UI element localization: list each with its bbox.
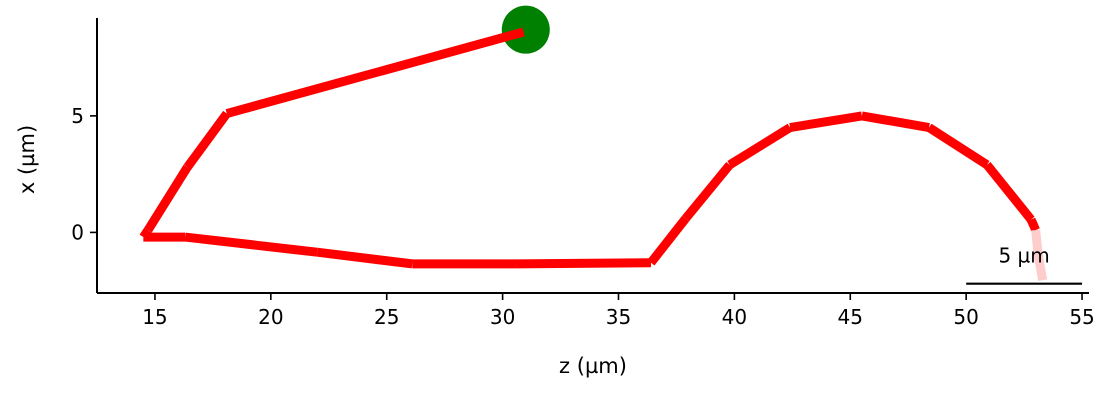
scale-bar-label: 5 µm	[998, 244, 1049, 268]
trajectory-segment	[647, 215, 690, 266]
trajectory-segment	[144, 164, 192, 233]
trajectory-segment	[861, 111, 930, 132]
x-tick-label: 50	[953, 305, 978, 329]
y-ticks: 05	[71, 104, 97, 244]
trajectory-segment	[1033, 252, 1048, 281]
trajectory-segment	[1026, 217, 1040, 232]
x-tick-label: 55	[1069, 305, 1094, 329]
start-marker	[501, 5, 550, 54]
trajectory-segment	[789, 111, 863, 132]
trajectory-segment	[727, 123, 793, 169]
x-axis-label: z (µm)	[559, 354, 627, 378]
x-tick-label: 25	[374, 305, 399, 329]
x-ticks: 15 20 25 30 35 40 45 50 55	[142, 293, 1095, 329]
x-tick-label: 15	[142, 305, 167, 329]
trajectory-segment	[926, 123, 990, 169]
marks-layer	[139, 5, 1048, 281]
y-tick-label: 0	[71, 220, 84, 244]
trajectory-segment	[983, 162, 1035, 223]
trajectory-segment	[316, 247, 413, 269]
trajectory-segment	[682, 161, 734, 222]
scale-bar: 5 µm	[966, 244, 1083, 285]
y-tick-label: 5	[71, 104, 84, 128]
x-tick-label: 35	[606, 305, 631, 329]
trajectory-segment	[1031, 229, 1043, 254]
y-axis-label: x (µm)	[15, 125, 39, 194]
x-tick-label: 40	[722, 305, 747, 329]
x-tick-label: 45	[838, 305, 863, 329]
trajectory-segment	[183, 110, 231, 170]
trajectory-segment	[184, 232, 318, 257]
x-tick-label: 30	[490, 305, 515, 329]
trajectory-segment	[225, 27, 525, 118]
x-tick-label: 20	[258, 305, 283, 329]
trajectory-segment	[516, 258, 651, 269]
axes-layer: 15 20 25 30 35 40 45 50 55 05 z (µm) x (µm)	[15, 18, 1095, 378]
